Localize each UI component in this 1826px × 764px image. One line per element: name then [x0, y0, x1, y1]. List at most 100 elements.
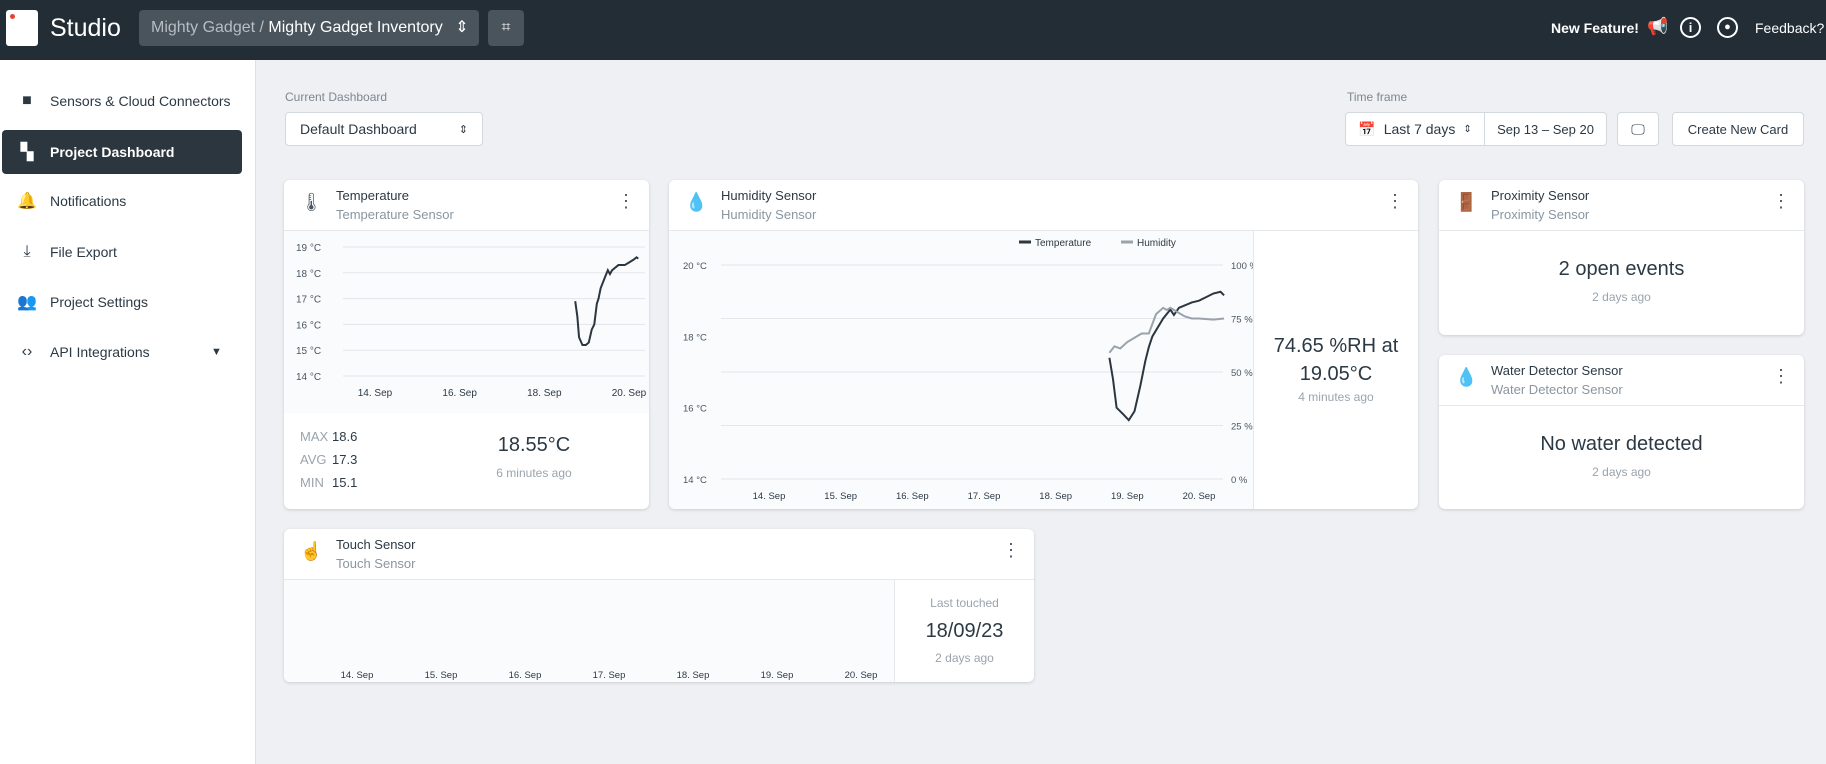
more-menu-icon[interactable]: ⋮: [1772, 366, 1790, 386]
last-touched-label: Last touched: [930, 596, 999, 610]
chevron-updown-icon: ⇕: [455, 19, 469, 36]
y-tick-label: 18 °C: [683, 332, 707, 343]
card-subtitle: Water Detector Sensor: [1491, 382, 1623, 397]
app-title: Studio: [50, 14, 121, 42]
y-tick-label: 19 °C: [296, 243, 321, 254]
card-title: Humidity Sensor: [721, 188, 817, 203]
x-tick-label: 14. Sep: [753, 491, 786, 502]
more-menu-icon[interactable]: ⋮: [617, 191, 635, 211]
y-tick-label: 18 °C: [296, 269, 321, 280]
y-tick-label: 17 °C: [296, 295, 321, 306]
app-logo[interactable]: [6, 10, 38, 46]
chevron-updown-icon: ⇕: [1463, 123, 1472, 135]
x-tick-label: 19. Sep: [761, 670, 794, 681]
breadcrumb-org[interactable]: Mighty Gadget: [151, 19, 256, 36]
last-updated: 2 days ago: [935, 651, 994, 665]
card-subtitle: Touch Sensor: [336, 556, 416, 571]
x-tick-label: 14. Sep: [341, 670, 374, 681]
timeframe-select[interactable]: 📅 Last 7 days ⇕: [1345, 112, 1485, 146]
legend-humidity: Humidity: [1137, 238, 1176, 249]
x-tick-label: 16. Sep: [442, 388, 477, 399]
more-menu-icon[interactable]: ⋮: [1386, 191, 1404, 211]
max-value: 18.6: [332, 429, 358, 444]
breadcrumb-project[interactable]: Mighty Gadget Inventory: [268, 19, 443, 36]
more-menu-icon[interactable]: ⋮: [1002, 540, 1020, 560]
date-range-button[interactable]: Sep 13 – Sep 20: [1484, 112, 1607, 146]
project-switcher[interactable]: Mighty Gadget / Mighty Gadget Inventory …: [139, 10, 479, 46]
chip-icon: ■: [22, 92, 32, 109]
megaphone-icon[interactable]: 📢: [1647, 17, 1669, 36]
y2-tick-label: 0 %: [1231, 475, 1248, 486]
humidity-chart: 14 °C 16 °C 18 °C 20 °C 0 % 25 % 50 % 75 % 100 %…: [669, 231, 1253, 509]
x-tick-label: 20. Sep: [612, 388, 647, 399]
series-line-humidity: [1108, 306, 1225, 354]
y-tick-label: 20 °C: [683, 261, 707, 272]
sidebar-item-sensors[interactable]: ■ Sensors & Cloud Connectors: [2, 79, 242, 123]
x-tick-label: 18. Sep: [677, 670, 710, 681]
card-title: Proximity Sensor: [1491, 188, 1590, 203]
last-updated: 2 days ago: [1592, 465, 1651, 479]
users-icon: 👥: [17, 294, 37, 311]
x-tick-label: 14. Sep: [358, 388, 393, 399]
temperature-value: 19.05°C: [1299, 363, 1373, 385]
new-feature-link[interactable]: New Feature!: [1551, 20, 1639, 36]
create-new-card-button[interactable]: Create New Card: [1672, 112, 1804, 146]
water-detector-card: 💧 Water Detector Sensor Water Detector Sen…: [1439, 355, 1804, 509]
info-icon[interactable]: i: [1680, 17, 1701, 38]
sidebar-item-label: Project Settings: [50, 294, 149, 310]
last-updated: 4 minutes ago: [1298, 390, 1374, 404]
water-status: No water detected: [1540, 433, 1703, 455]
last-touched-date: 18/09/23: [925, 620, 1004, 642]
x-tick-label: 16. Sep: [509, 670, 542, 681]
x-tick-label: 16. Sep: [896, 491, 929, 502]
avg-value: 17.3: [332, 452, 358, 467]
x-tick-label: 18. Sep: [527, 388, 562, 399]
sidebar-item-file-export[interactable]: ⤓ File Export: [2, 230, 242, 274]
dashboard-select[interactable]: Default Dashboard ⇕: [285, 112, 483, 146]
legend-temperature: Temperature: [1035, 238, 1092, 249]
card-subtitle: Proximity Sensor: [1491, 207, 1590, 222]
x-tick-label: 20. Sep: [1183, 491, 1216, 502]
y2-tick-label: 100 %: [1231, 261, 1253, 272]
temperature-card: 🌡 Temperature Temperature Sensor ⋮ 14 °C 15 …: [284, 180, 649, 509]
sidebar-item-label: File Export: [50, 244, 117, 260]
top-bar: Studio Mighty Gadget / Mighty Gadget Inv…: [0, 0, 1826, 60]
min-value: 15.1: [332, 475, 358, 490]
card-title: Touch Sensor: [336, 537, 416, 552]
sidebar-item-api-integrations[interactable]: ‹› API Integrations ▼: [2, 330, 242, 374]
feedback-link[interactable]: Feedback?: [1755, 20, 1825, 36]
y2-tick-label: 75 %: [1231, 315, 1253, 326]
min-label: MIN: [300, 475, 324, 490]
sidebar-item-label: Sensors & Cloud Connectors: [50, 93, 231, 109]
bell-icon: 🔔: [17, 193, 37, 210]
account-icon[interactable]: ●: [1717, 17, 1738, 38]
timeframe-label: Time frame: [1347, 90, 1408, 104]
download-icon: ⤓: [23, 243, 31, 260]
sidebar-item-label: API Integrations: [50, 344, 150, 360]
current-dashboard-label: Current Dashboard: [285, 90, 388, 104]
x-tick-label: 15. Sep: [425, 670, 458, 681]
more-menu-icon[interactable]: ⋮: [1772, 191, 1790, 211]
x-tick-label: 19. Sep: [1111, 491, 1144, 502]
avg-label: AVG: [300, 452, 327, 467]
sidebar-item-dashboard[interactable]: ▚ Project Dashboard: [2, 130, 242, 174]
sidebar-item-notifications[interactable]: 🔔 Notifications: [2, 179, 242, 223]
water-drop-icon: 💧: [1455, 367, 1478, 387]
sidebar-item-label: Notifications: [50, 193, 127, 209]
qr-code-icon[interactable]: ⌗: [488, 10, 524, 46]
card-subtitle: Temperature Sensor: [336, 207, 454, 222]
y-tick-label: 16 °C: [296, 320, 321, 331]
x-tick-label: 18. Sep: [1039, 491, 1072, 502]
sidebar-item-project-settings[interactable]: 👥 Project Settings: [2, 280, 242, 324]
door-icon: 🚪: [1455, 192, 1478, 212]
card-title: Water Detector Sensor: [1491, 363, 1623, 378]
monitor-icon[interactable]: 🖵: [1617, 112, 1659, 146]
proximity-card: 🚪 Proximity Sensor Proximity Sensor ⋮ 2 ope…: [1439, 180, 1804, 335]
current-value: 18.55°C: [497, 434, 571, 456]
humidity-drop-icon: 💧: [685, 192, 708, 212]
calendar-icon: 📅: [1358, 120, 1376, 137]
dashboard-select-value: Default Dashboard: [300, 121, 417, 137]
y-tick-label: 14 °C: [683, 475, 707, 486]
humidity-value: 74.65 %RH at: [1273, 335, 1399, 357]
x-tick-label: 20. Sep: [845, 670, 878, 681]
